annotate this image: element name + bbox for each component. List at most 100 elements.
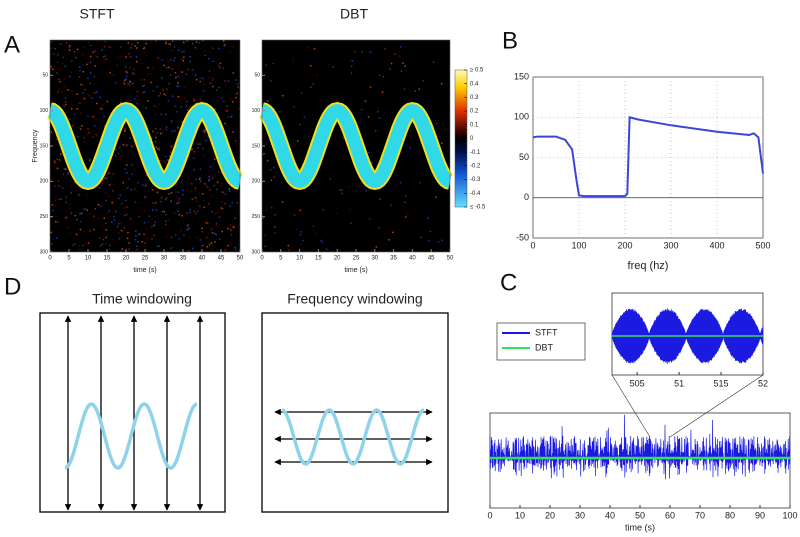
colorbar-tick-label: 0.1 bbox=[470, 122, 479, 128]
noise-pixel bbox=[58, 198, 61, 201]
noise-pixel bbox=[59, 69, 61, 72]
x-tick-label: 500 bbox=[755, 240, 770, 250]
noise-pixel bbox=[223, 109, 226, 112]
noise-pixel bbox=[154, 221, 156, 223]
noise-pixel bbox=[176, 111, 178, 113]
noise-pixel bbox=[232, 46, 234, 48]
noise-pixel bbox=[185, 101, 188, 103]
noise-pixel bbox=[153, 234, 156, 237]
noise-pixel bbox=[164, 161, 166, 163]
noise-pixel bbox=[110, 221, 113, 223]
noise-pixel bbox=[68, 49, 71, 52]
noise-pixel bbox=[402, 62, 404, 64]
noise-pixel bbox=[189, 236, 191, 239]
noise-pixel bbox=[219, 238, 222, 241]
noise-pixel bbox=[185, 105, 188, 108]
noise-pixel bbox=[162, 89, 164, 91]
noise-pixel bbox=[96, 40, 99, 42]
y-tick-label: 300 bbox=[40, 249, 49, 255]
noise-pixel bbox=[161, 210, 164, 213]
noise-pixel bbox=[150, 188, 153, 191]
noise-pixel bbox=[300, 231, 302, 233]
noise-pixel bbox=[67, 226, 70, 229]
noise-pixel bbox=[125, 199, 127, 202]
noise-pixel bbox=[104, 242, 107, 245]
noise-pixel bbox=[422, 80, 425, 82]
noise-pixel bbox=[273, 176, 275, 179]
noise-pixel bbox=[211, 47, 214, 49]
noise-pixel bbox=[214, 212, 216, 215]
noise-pixel bbox=[79, 228, 82, 231]
noise-pixel bbox=[89, 158, 91, 161]
noise-pixel bbox=[199, 176, 201, 179]
noise-pixel bbox=[84, 208, 87, 210]
noise-pixel bbox=[272, 62, 275, 65]
noise-pixel bbox=[198, 192, 201, 195]
noise-pixel bbox=[165, 220, 167, 222]
noise-pixel bbox=[167, 192, 170, 195]
noise-pixel bbox=[56, 158, 58, 161]
noise-pixel bbox=[118, 146, 121, 149]
noise-pixel bbox=[341, 192, 344, 195]
noise-pixel bbox=[382, 75, 385, 78]
noise-pixel bbox=[230, 224, 232, 226]
noise-pixel bbox=[188, 156, 190, 158]
y-tick-label: 0 bbox=[524, 192, 529, 202]
noise-pixel bbox=[84, 141, 86, 143]
noise-pixel bbox=[155, 146, 158, 148]
noise-pixel bbox=[181, 51, 183, 53]
noise-pixel bbox=[56, 221, 59, 223]
noise-pixel bbox=[307, 46, 309, 49]
noise-pixel bbox=[176, 202, 179, 205]
noise-pixel bbox=[159, 92, 162, 95]
noise-pixel bbox=[125, 213, 128, 216]
noise-pixel bbox=[103, 217, 105, 220]
noise-pixel bbox=[65, 41, 68, 44]
noise-pixel bbox=[185, 73, 188, 76]
noise-pixel bbox=[79, 128, 82, 130]
noise-pixel bbox=[87, 128, 89, 130]
noise-pixel bbox=[187, 228, 190, 231]
noise-pixel bbox=[79, 66, 81, 68]
noise-pixel bbox=[204, 50, 206, 53]
noise-pixel bbox=[192, 69, 194, 71]
noise-pixel bbox=[85, 134, 88, 136]
noise-pixel bbox=[125, 164, 128, 166]
noise-pixel bbox=[187, 249, 190, 252]
noise-pixel bbox=[101, 225, 103, 227]
y-tick-label: 150 bbox=[40, 143, 49, 149]
noise-pixel bbox=[141, 184, 144, 186]
noise-pixel bbox=[175, 183, 178, 185]
noise-pixel bbox=[58, 78, 60, 81]
y-tick-label: 250 bbox=[40, 214, 49, 220]
noise-pixel bbox=[57, 61, 59, 64]
noise-pixel bbox=[350, 222, 352, 225]
noise-pixel bbox=[176, 126, 179, 128]
noise-pixel bbox=[128, 84, 131, 86]
noise-pixel bbox=[136, 102, 138, 105]
noise-pixel bbox=[97, 203, 100, 206]
noise-pixel bbox=[152, 130, 154, 133]
noise-pixel bbox=[95, 91, 98, 94]
noise-pixel bbox=[143, 233, 145, 236]
noise-pixel bbox=[112, 173, 115, 175]
noise-pixel bbox=[100, 184, 103, 186]
noise-pixel bbox=[199, 143, 201, 145]
noise-pixel bbox=[215, 224, 217, 227]
noise-pixel bbox=[216, 181, 219, 184]
noise-pixel bbox=[222, 191, 225, 194]
colorbar-tick-label: -0.1 bbox=[470, 150, 481, 156]
noise-pixel bbox=[208, 180, 210, 182]
noise-pixel bbox=[72, 124, 74, 127]
noise-pixel bbox=[119, 194, 122, 197]
noise-pixel bbox=[129, 218, 132, 220]
noise-pixel bbox=[133, 169, 135, 171]
noise-pixel bbox=[86, 63, 88, 66]
noise-pixel bbox=[216, 212, 219, 214]
noise-pixel bbox=[69, 75, 71, 78]
noise-pixel bbox=[123, 81, 125, 83]
colorbar-tick-label: 0.2 bbox=[470, 109, 479, 115]
noise-pixel bbox=[89, 213, 91, 215]
noise-pixel bbox=[230, 241, 233, 243]
noise-pixel bbox=[224, 248, 226, 251]
